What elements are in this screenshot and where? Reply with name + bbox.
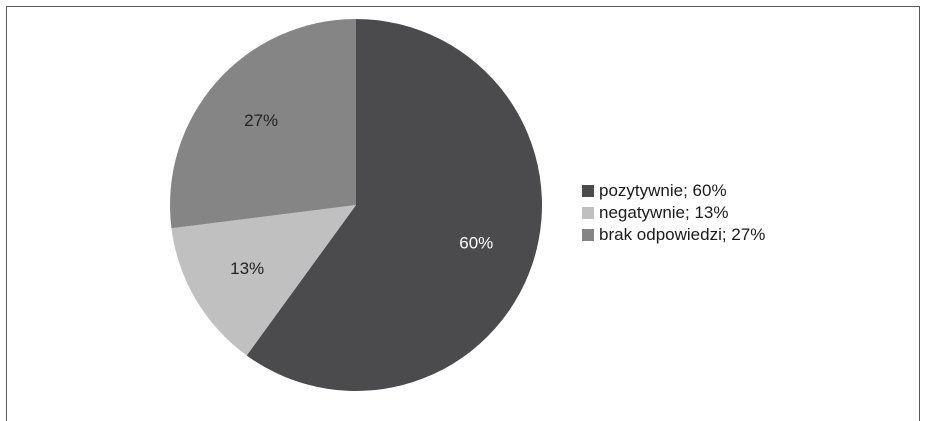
legend-label-3: brak odpowiedzi; 27%	[599, 225, 766, 244]
pie-slice-3	[169, 19, 356, 229]
data-label-2: 13%	[230, 259, 264, 278]
legend-label-2: negatywnie; 13%	[599, 203, 729, 222]
legend-swatch-2	[582, 207, 594, 219]
legend-swatch-1	[582, 185, 594, 197]
legend-swatch-3	[582, 229, 594, 241]
pie-data-labels: 60% 13% 27%	[230, 111, 493, 278]
legend-item-2: negatywnie; 13%	[582, 202, 765, 224]
legend: pozytywnie; 60% negatywnie; 13% brak odpow…	[582, 180, 765, 246]
pie-slice-1	[246, 19, 542, 391]
legend-label-1: pozytywnie; 60%	[599, 181, 727, 200]
data-label-3: 27%	[244, 111, 278, 130]
legend-item-3: brak odpowiedzi; 27%	[582, 224, 765, 246]
pie-slices	[169, 19, 542, 391]
data-label-1: 60%	[459, 234, 493, 253]
pie-slice-2	[171, 205, 356, 356]
legend-item-1: pozytywnie; 60%	[582, 180, 765, 202]
